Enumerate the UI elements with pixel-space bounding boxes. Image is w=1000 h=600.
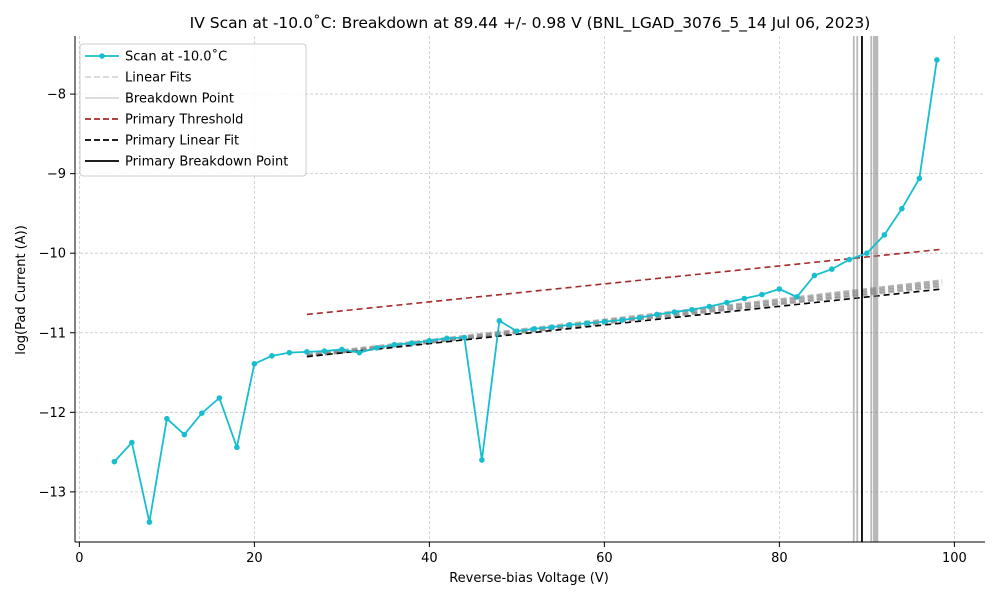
x-tick-label: 0 <box>75 551 83 566</box>
data-point <box>164 415 170 422</box>
data-point <box>759 291 765 298</box>
y-tick-label: −9 <box>47 167 66 182</box>
data-point <box>864 250 870 256</box>
data-point <box>321 348 328 354</box>
data-point <box>654 311 660 318</box>
x-tick-label: 60 <box>596 551 613 566</box>
data-point <box>514 328 520 334</box>
legend-label: Primary Threshold <box>125 113 243 128</box>
data-point <box>234 444 240 451</box>
data-point <box>409 340 415 346</box>
axes <box>74 36 985 543</box>
data-point <box>391 341 398 348</box>
data-point <box>724 299 730 306</box>
x-tick-label: 100 <box>942 551 967 566</box>
x-axis-label: Reverse-bias Voltage (V) <box>449 571 609 586</box>
linear-fit-line <box>306 280 943 357</box>
data-point <box>549 324 555 330</box>
data-point <box>881 232 888 238</box>
data-point <box>129 439 135 446</box>
data-point <box>794 294 800 300</box>
data-point <box>286 349 293 356</box>
axis-ticks: 0 20 40 60 80 100 −13 −12 −11 −10 −9 −8 <box>39 88 967 566</box>
data-point <box>496 318 503 324</box>
data-point <box>811 272 818 279</box>
data-point <box>531 325 538 332</box>
data-point <box>846 256 853 263</box>
legend-label: Breakdown Point <box>125 92 234 107</box>
x-tick-label: 40 <box>421 551 438 566</box>
legend-label: Primary Breakdown Point <box>125 155 288 170</box>
primary-threshold-line <box>306 248 943 316</box>
data-point <box>601 318 608 325</box>
legend-marker <box>99 53 105 59</box>
y-axis-label: log(Pad Current (A)) <box>14 225 29 355</box>
legend: Scan at -10.0˚C Linear Fits Breakdown Poin… <box>79 43 307 177</box>
legend-label: Linear Fits <box>125 71 192 86</box>
data-point <box>899 205 905 212</box>
data-point <box>689 306 695 313</box>
data-point <box>636 314 643 321</box>
y-tick-label: −11 <box>39 326 66 341</box>
y-tick-label: −13 <box>39 485 66 500</box>
data-point <box>479 457 485 463</box>
x-tick-label: 20 <box>246 551 263 566</box>
linear-fit-line <box>306 279 943 356</box>
series-line <box>113 59 938 523</box>
primary-linear-fit-line <box>306 288 943 358</box>
y-tick-label: −12 <box>39 406 66 421</box>
x-tick-label: 80 <box>771 551 788 566</box>
data-point <box>934 57 940 63</box>
grid-lines <box>75 36 985 542</box>
breakdown-lines <box>852 36 879 542</box>
data-point <box>776 286 783 292</box>
data-series <box>111 57 940 525</box>
data-point <box>269 353 275 359</box>
data-point <box>706 303 713 310</box>
data-point <box>251 360 258 367</box>
chart-title: IV Scan at -10.0˚C: Breakdown at 89.44 +… <box>190 14 871 33</box>
data-point <box>584 320 590 327</box>
legend-label: Primary Linear Fit <box>125 134 239 149</box>
data-point <box>374 345 380 351</box>
data-point <box>671 309 678 315</box>
data-point <box>339 346 345 353</box>
data-point <box>444 335 450 342</box>
data-point <box>426 337 433 344</box>
data-point <box>181 431 188 438</box>
data-point <box>111 458 118 465</box>
data-point <box>461 334 468 341</box>
y-tick-label: −8 <box>47 88 66 103</box>
y-tick-label: −10 <box>39 247 66 262</box>
data-point <box>566 322 573 328</box>
linear-fit-line <box>306 285 943 357</box>
data-point <box>916 175 923 182</box>
data-point <box>619 317 625 323</box>
data-point <box>741 295 748 302</box>
data-point <box>356 349 363 356</box>
data-point <box>829 266 835 272</box>
data-point <box>199 410 205 416</box>
data-point <box>216 395 223 401</box>
linear-fits <box>306 248 943 358</box>
legend-label: Scan at -10.0˚C <box>125 49 227 65</box>
data-point <box>304 349 310 355</box>
legend-box <box>79 43 307 177</box>
data-point <box>146 519 153 525</box>
